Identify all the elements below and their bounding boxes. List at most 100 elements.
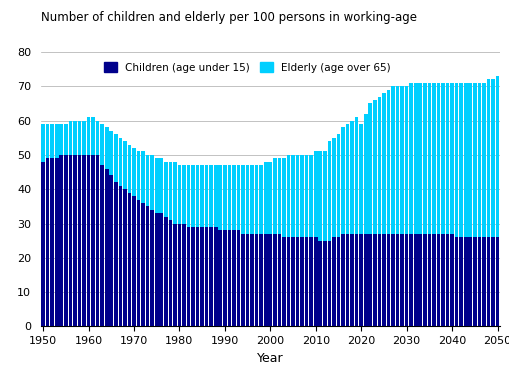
Bar <box>132 148 135 326</box>
Bar <box>77 155 81 326</box>
Bar <box>41 124 45 326</box>
Bar <box>417 83 421 326</box>
Bar <box>345 124 349 326</box>
Bar <box>177 223 181 326</box>
Bar <box>96 155 99 326</box>
Bar <box>372 100 376 326</box>
Bar <box>100 124 104 326</box>
Bar <box>195 165 199 326</box>
Bar <box>377 96 380 326</box>
Bar <box>436 83 439 326</box>
Bar <box>359 234 362 326</box>
Legend: Children (age under 15), Elderly (age over 65): Children (age under 15), Elderly (age ov… <box>99 57 395 78</box>
Bar <box>354 117 358 326</box>
Bar <box>245 234 249 326</box>
Bar <box>422 234 426 326</box>
Bar <box>390 86 394 326</box>
Bar <box>182 165 185 326</box>
Bar <box>50 158 54 326</box>
Bar <box>68 155 72 326</box>
Bar <box>136 200 140 326</box>
Bar <box>123 189 126 326</box>
Bar <box>413 83 417 326</box>
Bar <box>214 227 217 326</box>
Bar <box>114 182 118 326</box>
Bar <box>177 165 181 326</box>
Bar <box>168 220 172 326</box>
Bar <box>440 234 444 326</box>
Bar <box>68 121 72 326</box>
Bar <box>236 230 240 326</box>
Bar <box>209 165 213 326</box>
Bar <box>291 237 294 326</box>
Bar <box>367 104 372 326</box>
Bar <box>463 83 467 326</box>
Bar <box>259 165 263 326</box>
Bar <box>109 175 113 326</box>
Bar <box>105 168 108 326</box>
Bar <box>254 165 258 326</box>
Bar <box>87 117 90 326</box>
Bar <box>64 124 68 326</box>
Bar <box>150 155 154 326</box>
Bar <box>341 234 344 326</box>
Bar <box>254 234 258 326</box>
Bar <box>327 141 330 326</box>
Bar <box>436 234 439 326</box>
Bar <box>304 155 308 326</box>
Bar <box>404 234 408 326</box>
Bar <box>222 230 226 326</box>
Bar <box>227 165 231 326</box>
Bar <box>105 127 108 326</box>
Bar <box>77 121 81 326</box>
Bar <box>395 234 399 326</box>
Text: Number of children and elderly per 100 persons in working-age: Number of children and elderly per 100 p… <box>41 11 416 24</box>
Bar <box>259 234 263 326</box>
Bar <box>463 237 467 326</box>
Bar <box>195 227 199 326</box>
Bar <box>55 124 59 326</box>
Bar <box>390 234 394 326</box>
Bar <box>486 237 489 326</box>
Bar <box>46 124 49 326</box>
Bar <box>431 234 435 326</box>
Bar <box>245 165 249 326</box>
Bar <box>163 217 167 326</box>
Bar <box>459 83 462 326</box>
Bar <box>241 165 244 326</box>
Bar <box>318 151 322 326</box>
Bar <box>182 223 185 326</box>
Bar <box>409 234 412 326</box>
Bar <box>91 155 95 326</box>
Bar <box>367 234 372 326</box>
Bar <box>159 213 163 326</box>
Bar <box>350 121 353 326</box>
Bar <box>459 237 462 326</box>
Bar <box>486 79 489 326</box>
Bar <box>291 155 294 326</box>
Bar <box>381 93 385 326</box>
Bar <box>318 241 322 326</box>
Bar <box>413 234 417 326</box>
Bar <box>191 227 194 326</box>
Bar <box>277 158 280 326</box>
Bar <box>336 237 340 326</box>
Bar <box>159 158 163 326</box>
Bar <box>141 151 145 326</box>
Bar <box>132 196 135 326</box>
Bar <box>186 165 190 326</box>
Bar <box>336 134 340 326</box>
Bar <box>386 234 389 326</box>
Bar <box>114 134 118 326</box>
Bar <box>222 165 226 326</box>
Bar <box>309 155 313 326</box>
Bar <box>168 162 172 326</box>
Bar <box>286 237 290 326</box>
Bar <box>173 223 176 326</box>
Bar <box>155 213 158 326</box>
Bar <box>449 83 453 326</box>
Bar <box>476 237 480 326</box>
Bar <box>55 158 59 326</box>
Bar <box>377 234 380 326</box>
Bar <box>300 155 303 326</box>
